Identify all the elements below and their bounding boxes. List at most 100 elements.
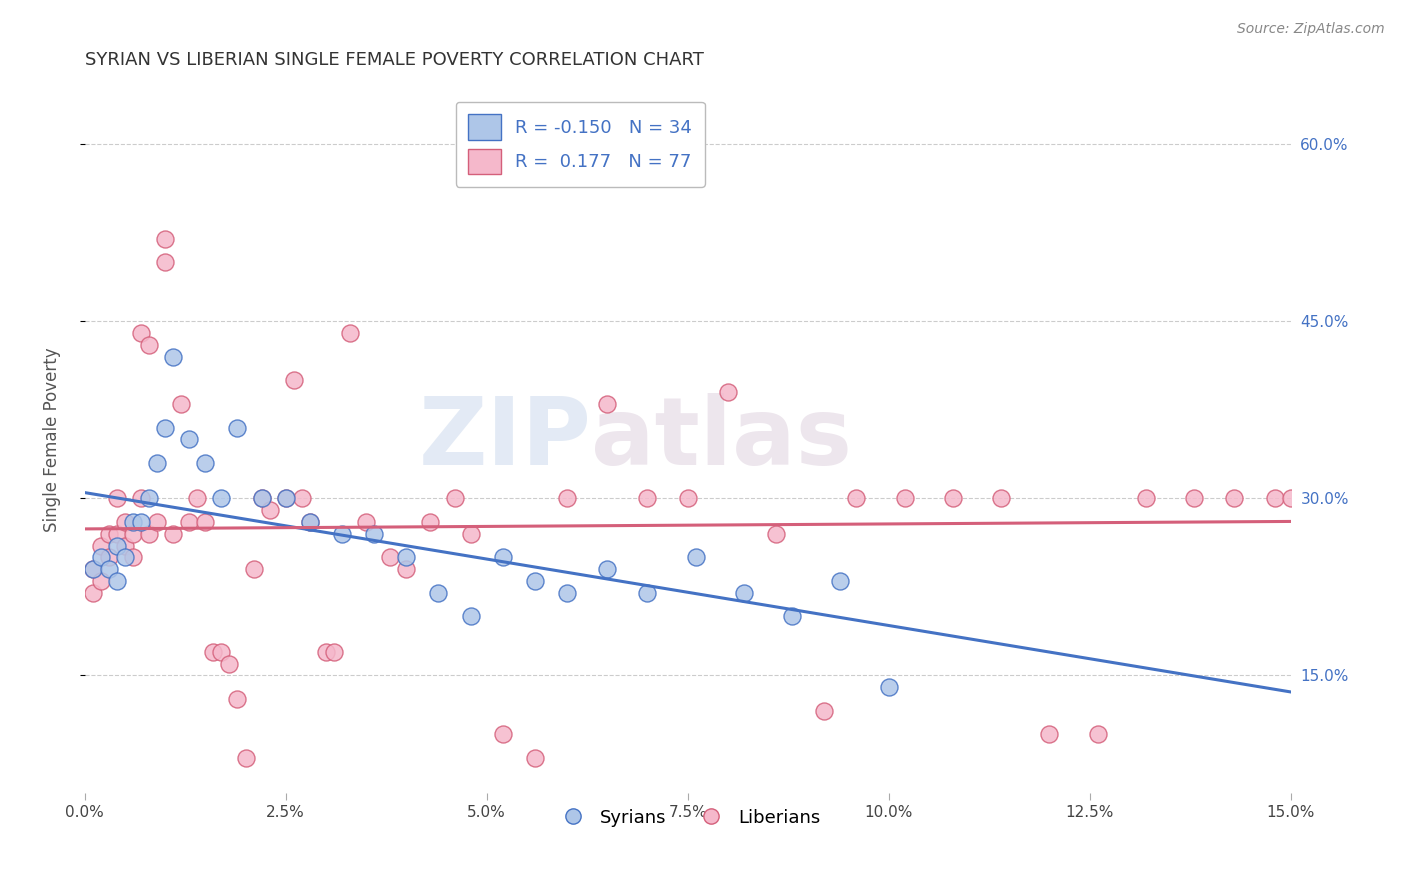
Point [250,491,273,506]
Point [97,526,120,541]
Point [395,550,418,565]
Point [179,515,201,529]
Text: atlas: atlas [591,393,852,485]
Point [235,751,257,765]
Point [765,526,787,541]
Point [283,374,305,388]
Point [323,645,346,659]
Point [114,515,136,529]
Point [274,491,297,506]
Point [780,609,803,624]
Point [555,586,578,600]
Point [82,586,104,600]
Point [162,526,184,541]
Point [596,397,619,411]
Point [877,680,900,694]
Point [105,491,128,506]
Text: SYRIAN VS LIBERIAN SINGLE FEMALE POVERTY CORRELATION CHART: SYRIAN VS LIBERIAN SINGLE FEMALE POVERTY… [84,51,703,69]
Text: ZIP: ZIP [419,393,591,485]
Point [129,515,152,529]
Point [380,550,402,565]
Point [492,550,515,565]
Point [1182,491,1205,506]
Point [893,491,915,506]
Point [114,550,136,565]
Point [315,645,337,659]
Point [942,491,965,506]
Point [114,539,136,553]
Point [1038,727,1060,741]
Point [330,526,353,541]
Point [153,420,176,434]
Point [122,515,145,529]
Point [202,645,225,659]
Point [138,526,160,541]
Point [427,586,450,600]
Point [830,574,852,588]
Point [845,491,868,506]
Text: Source: ZipAtlas.com: Source: ZipAtlas.com [1237,22,1385,37]
Point [990,491,1012,506]
Point [105,539,128,553]
Point [298,515,321,529]
Point [179,433,201,447]
Point [194,515,217,529]
Point [555,491,578,506]
Point [717,385,740,400]
Point [363,526,385,541]
Point [523,574,546,588]
Point [1263,491,1285,506]
Point [209,491,232,506]
Point [122,550,145,565]
Point [146,515,169,529]
Point [339,326,361,341]
Point [90,550,112,565]
Point [1223,491,1246,506]
Point [218,657,240,671]
Point [153,255,176,269]
Point [419,515,441,529]
Point [733,586,755,600]
Point [226,692,249,706]
Point [492,727,515,741]
Point [162,350,184,364]
Point [291,491,314,506]
Point [129,326,152,341]
Point [105,526,128,541]
Point [122,526,145,541]
Point [90,574,112,588]
Point [242,562,264,576]
Point [194,456,217,470]
Point [138,338,160,352]
Point [637,491,659,506]
Point [354,515,377,529]
Point [209,645,232,659]
Point [1279,491,1302,506]
Point [298,515,321,529]
Point [250,491,273,506]
Point [274,491,297,506]
Point [170,397,193,411]
Point [82,562,104,576]
Point [443,491,465,506]
Legend: Syrians, Liberians: Syrians, Liberians [547,801,828,834]
Point [259,503,281,517]
Point [138,491,160,506]
Point [186,491,208,506]
Point [90,539,112,553]
Point [153,232,176,246]
Point [813,704,835,718]
Point [146,456,169,470]
Point [97,562,120,576]
Point [1087,727,1109,741]
Point [596,562,619,576]
Point [395,562,418,576]
Point [226,420,249,434]
Point [637,586,659,600]
Point [685,550,707,565]
Point [105,574,128,588]
Point [82,562,104,576]
Point [460,526,482,541]
Point [97,550,120,565]
Point [129,491,152,506]
